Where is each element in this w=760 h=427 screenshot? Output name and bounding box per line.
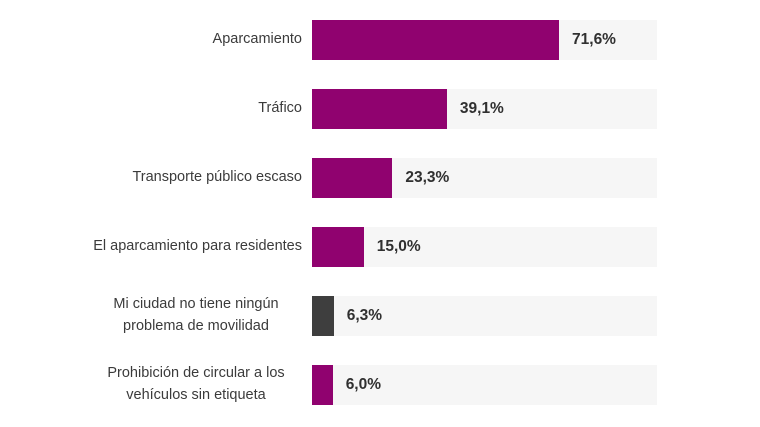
bar-track: 6,3%: [312, 295, 657, 336]
category-label: Prohibición de circular a los vehículos …: [107, 365, 285, 403]
value-label: 39,1%: [459, 99, 504, 117]
bar-track: 39,1%: [312, 88, 657, 129]
value-label: 15,0%: [376, 237, 421, 255]
bar: [312, 226, 364, 267]
chart-plot-area: Aparcamiento 71,6% Tráfico 39,1% Transpo…: [0, 5, 760, 419]
category-label: El aparcamiento para residentes: [93, 237, 302, 254]
bar-track: 23,3%: [312, 157, 657, 198]
category-label: Tráfico: [258, 99, 302, 116]
bar-row: El aparcamiento para residentes 15,0%: [0, 212, 760, 281]
category-label: Transporte público escaso: [132, 168, 302, 185]
bar-row: Aparcamiento 71,6%: [0, 5, 760, 74]
category-label-cell: Prohibición de circular a los vehículos …: [0, 363, 312, 405]
bar: [312, 295, 334, 336]
bar-track: 71,6%: [312, 19, 657, 60]
category-label: Aparcamiento: [212, 30, 302, 47]
bar: [312, 19, 560, 60]
bar: [312, 88, 447, 129]
bar: [312, 364, 333, 405]
bar-row: Tráfico 39,1%: [0, 74, 760, 143]
value-label: 71,6%: [572, 30, 616, 48]
bar-track: 6,0%: [312, 364, 657, 405]
value-label: 23,3%: [405, 168, 450, 186]
value-label: 6,0%: [345, 375, 382, 393]
category-label: Mi ciudad no tiene ningún problema de mo…: [113, 296, 279, 334]
category-label-cell: Aparcamiento: [0, 29, 312, 50]
value-label: 6,3%: [346, 306, 383, 324]
bar-row: Transporte público escaso 23,3%: [0, 143, 760, 212]
category-label-cell: El aparcamiento para residentes: [0, 236, 312, 257]
bar: [312, 157, 393, 198]
category-label-cell: Mi ciudad no tiene ningún problema de mo…: [0, 294, 312, 336]
category-label-cell: Tráfico: [0, 98, 312, 119]
bar-track: 15,0%: [312, 226, 657, 267]
bar-row: Mi ciudad no tiene ningún problema de mo…: [0, 281, 760, 350]
category-label-cell: Transporte público escaso: [0, 167, 312, 188]
bar-row: Prohibición de circular a los vehículos …: [0, 350, 760, 419]
